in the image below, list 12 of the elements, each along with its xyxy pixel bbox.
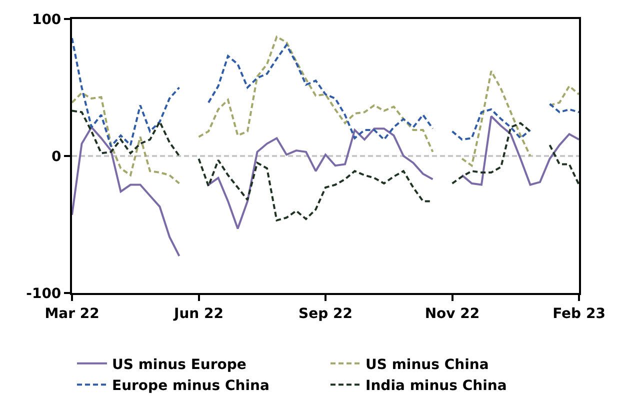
x-tick-label: Sep 22 <box>298 306 352 322</box>
y-tick-label: 100 <box>32 12 62 28</box>
y-tick-label: -100 <box>26 286 62 302</box>
legend-label: US minus Europe <box>112 356 246 373</box>
x-tick-label: Feb 23 <box>552 306 606 322</box>
legend-label: Europe minus China <box>112 378 270 394</box>
legend-label: US minus China <box>366 356 489 373</box>
x-tick-label: Nov 22 <box>424 306 480 322</box>
legend-label: India minus China <box>366 378 507 394</box>
x-tick-label: Jun 22 <box>173 306 224 322</box>
x-tick-label: Mar 22 <box>44 306 100 322</box>
y-tick-label: 0 <box>51 148 62 165</box>
